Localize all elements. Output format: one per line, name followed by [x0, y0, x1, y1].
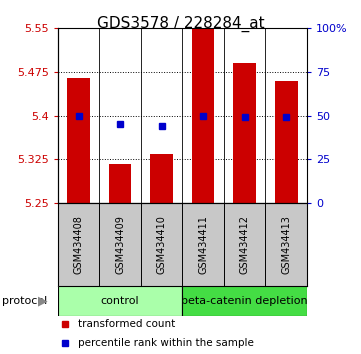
Text: beta-catenin depletion: beta-catenin depletion: [181, 296, 308, 306]
Bar: [192, 29, 214, 203]
Text: GSM434409: GSM434409: [115, 215, 125, 274]
Text: GSM434412: GSM434412: [240, 215, 249, 274]
Bar: [150, 154, 173, 203]
Text: GDS3578 / 228284_at: GDS3578 / 228284_at: [97, 16, 264, 32]
Text: ▶: ▶: [38, 295, 48, 308]
Bar: [182, 286, 307, 316]
Text: GSM434408: GSM434408: [74, 215, 83, 274]
Text: protocol: protocol: [2, 296, 47, 306]
Bar: [67, 78, 90, 203]
Text: transformed count: transformed count: [78, 319, 175, 329]
Text: percentile rank within the sample: percentile rank within the sample: [78, 338, 253, 348]
Bar: [58, 286, 182, 316]
Text: GSM434413: GSM434413: [281, 215, 291, 274]
Bar: [233, 63, 256, 203]
Text: control: control: [101, 296, 139, 306]
Text: GSM434411: GSM434411: [198, 215, 208, 274]
Bar: [275, 81, 297, 203]
Bar: [109, 164, 131, 203]
Text: GSM434410: GSM434410: [157, 215, 166, 274]
